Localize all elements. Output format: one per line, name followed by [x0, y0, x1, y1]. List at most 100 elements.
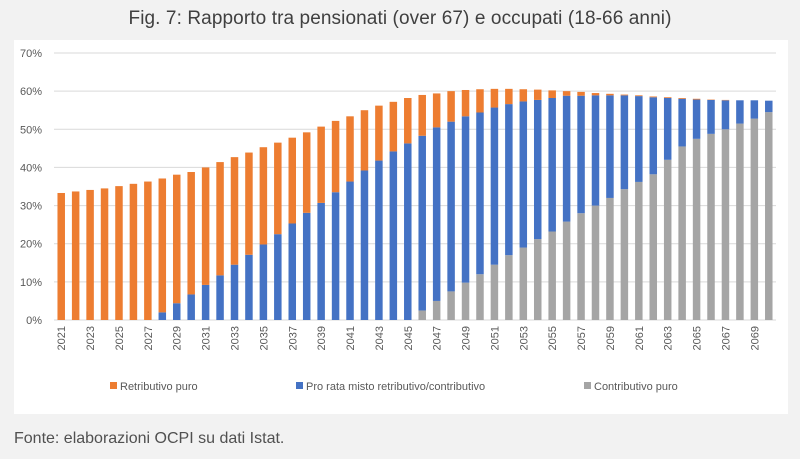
bar-group-2058: [591, 93, 600, 320]
bar-contributivo-puro-2065: [692, 138, 701, 320]
bar-contributivo-puro-2067: [721, 129, 730, 320]
figure-title: Fig. 7: Rapporto tra pensionati (over 67…: [128, 8, 672, 29]
bar-contributivo-puro-2055: [548, 231, 556, 320]
bar-contributivo-puro-2061: [635, 181, 643, 320]
bar-group-2034: [245, 152, 253, 320]
x-tick-label: 2043: [374, 326, 386, 350]
bar-retributivo-puro-2062: [649, 96, 658, 98]
bar-pro-rata-misto-retributivo-contributivo-2059: [606, 95, 614, 198]
bar-retributivo-puro-2059: [606, 93, 614, 96]
bar-contributivo-puro-2052: [505, 255, 513, 320]
x-tick-label: 2051: [489, 326, 501, 350]
bar-retributivo-puro-2060: [620, 94, 629, 96]
bar-group-2023: [86, 189, 94, 320]
legend-label: Contributivo puro: [594, 381, 678, 393]
bar-retributivo-puro-2049: [461, 89, 470, 117]
bar-retributivo-puro-2050: [476, 89, 484, 113]
legend-item-pro-rata-misto-retributivo-contributivo: Pro rata misto retributivo/contributivo: [296, 381, 485, 393]
bar-retributivo-puro-2045: [404, 98, 412, 144]
x-tick-label: 2025: [114, 326, 126, 350]
bar-retributivo-puro-2058: [591, 93, 600, 96]
bar-pro-rata-misto-retributivo-contributivo-2032: [216, 275, 224, 320]
x-tick-label: 2061: [634, 326, 646, 350]
x-tick-label: 2023: [85, 326, 97, 350]
x-tick-label: 2037: [287, 326, 299, 350]
bar-pro-rata-misto-retributivo-contributivo-2050: [476, 112, 484, 275]
bar-retributivo-puro-2038: [302, 132, 311, 213]
bars: [57, 88, 773, 320]
bar-contributivo-puro-2058: [591, 205, 600, 320]
bar-pro-rata-misto-retributivo-contributivo-2037: [288, 223, 297, 320]
bar-pro-rata-misto-retributivo-contributivo-2028: [158, 312, 167, 320]
bar-group-2065: [692, 98, 701, 320]
x-axis-tick-labels: 2021 2023 2025 2027 2029 2031 2033 2035 2037 2039…: [56, 326, 761, 350]
bar-retributivo-puro-2043: [375, 105, 383, 161]
x-tick-label: 2021: [56, 326, 68, 350]
bar-pro-rata-misto-retributivo-contributivo-2068: [736, 100, 744, 124]
bar-retributivo-puro-2039: [317, 126, 325, 203]
bar-group-2026: [129, 183, 138, 320]
bar-retributivo-puro-2035: [259, 147, 268, 245]
bar-retributivo-puro-2026: [129, 183, 138, 320]
bar-retributivo-puro-2031: [201, 167, 210, 285]
bar-retributivo-puro-2028: [158, 178, 167, 313]
bar-retributivo-puro-2057: [577, 91, 585, 96]
x-tick-label: 2065: [692, 326, 704, 350]
x-tick-label: 2067: [720, 326, 732, 350]
legend-swatch: [296, 382, 303, 389]
bar-group-2035: [259, 147, 268, 320]
bar-contributivo-puro-2062: [649, 174, 658, 320]
bar-pro-rata-misto-retributivo-contributivo-2062: [649, 97, 658, 175]
bar-retributivo-puro-2053: [519, 89, 528, 102]
bar-pro-rata-misto-retributivo-contributivo-2036: [274, 234, 282, 320]
x-tick-label: 2029: [172, 326, 184, 350]
bar-contributivo-puro-2069: [750, 118, 759, 320]
x-tick-label: 2027: [143, 326, 155, 350]
bar-group-2067: [721, 99, 730, 320]
bar-group-2048: [447, 91, 455, 320]
bar-group-2025: [115, 186, 123, 320]
bar-contributivo-puro-2048: [447, 291, 455, 320]
bar-group-2021: [57, 192, 65, 320]
bar-pro-rata-misto-retributivo-contributivo-2065: [692, 99, 701, 139]
bar-retributivo-puro-2042: [360, 110, 369, 171]
bar-retributivo-puro-2030: [187, 172, 195, 295]
x-tick-label: 2041: [345, 326, 357, 350]
bar-retributivo-puro-2063: [663, 97, 672, 99]
bar-pro-rata-misto-retributivo-contributivo-2045: [404, 143, 412, 320]
bar-group-2031: [201, 167, 210, 320]
bar-retributivo-puro-2033: [230, 157, 239, 265]
bar-pro-rata-misto-retributivo-contributivo-2043: [375, 160, 383, 320]
bar-group-2070: [765, 100, 773, 320]
bar-pro-rata-misto-retributivo-contributivo-2063: [663, 98, 672, 160]
bar-pro-rata-misto-retributivo-contributivo-2033: [230, 264, 239, 320]
bar-pro-rata-misto-retributivo-contributivo-2051: [490, 107, 499, 265]
bar-contributivo-puro-2051: [490, 264, 499, 320]
bar-retributivo-puro-2061: [635, 95, 643, 97]
bar-group-2043: [375, 105, 383, 320]
bar-group-2060: [620, 94, 629, 320]
bar-contributivo-puro-2060: [620, 189, 629, 320]
bar-contributivo-puro-2070: [765, 112, 773, 320]
bar-group-2047: [432, 93, 441, 320]
bar-contributivo-puro-2059: [606, 197, 614, 320]
bar-contributivo-puro-2047: [432, 300, 441, 320]
bar-group-2069: [750, 100, 759, 320]
bar-group-2045: [404, 98, 412, 320]
bar-group-2036: [274, 142, 282, 320]
bar-pro-rata-misto-retributivo-contributivo-2030: [187, 294, 195, 320]
bar-pro-rata-misto-retributivo-contributivo-2060: [620, 95, 629, 190]
bar-pro-rata-misto-retributivo-contributivo-2046: [418, 135, 426, 311]
bar-pro-rata-misto-retributivo-contributivo-2047: [432, 127, 441, 301]
bar-pro-rata-misto-retributivo-contributivo-2054: [533, 99, 542, 240]
y-tick-label: 20%: [20, 239, 42, 251]
x-tick-label: 2059: [605, 326, 617, 350]
bar-group-2059: [606, 93, 614, 320]
bar-pro-rata-misto-retributivo-contributivo-2064: [678, 98, 686, 147]
bar-group-2061: [635, 95, 643, 320]
bar-retributivo-puro-2064: [678, 98, 686, 99]
bar-contributivo-puro-2050: [476, 274, 484, 320]
bar-group-2039: [317, 126, 325, 320]
bar-group-2055: [548, 90, 556, 320]
bar-group-2054: [533, 89, 542, 320]
